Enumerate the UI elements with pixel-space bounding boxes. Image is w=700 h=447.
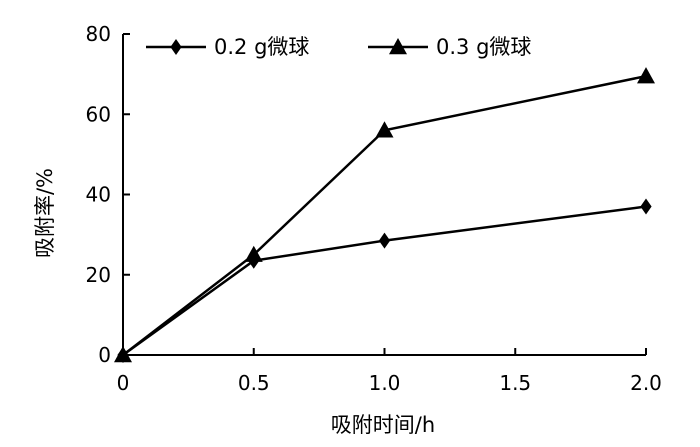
- series-line: [122, 205, 647, 357]
- x-axis-title: 吸附时间/h: [331, 413, 435, 437]
- x-tick-label: 0: [117, 371, 130, 395]
- series-2: [114, 67, 655, 363]
- legend-item-1: 0.2 g微球: [146, 35, 309, 59]
- y-tick-label: 0: [98, 343, 111, 367]
- data-point: [114, 346, 132, 363]
- legend-marker: [170, 39, 182, 55]
- x-tick-label: 1.5: [499, 371, 531, 395]
- legend-item-2: 0.3 g微球: [368, 35, 531, 59]
- legend-label: 0.2 g微球: [214, 35, 309, 59]
- y-tick-label: 20: [86, 263, 111, 287]
- x-axis-ticks: 0 0.5 1.0 1.5 2.0: [117, 348, 662, 395]
- x-tick-label: 1.0: [369, 371, 401, 395]
- data-point: [378, 232, 391, 249]
- y-tick-label: 60: [86, 102, 111, 126]
- y-axis-ticks: 0 20 40 60 80: [86, 22, 130, 367]
- y-tick-label: 40: [86, 183, 111, 207]
- data-point: [637, 67, 655, 84]
- axes: [122, 34, 646, 356]
- data-point: [640, 198, 652, 215]
- x-tick-label: 0.5: [238, 371, 270, 395]
- y-axis-title: 吸附率/%: [33, 168, 57, 258]
- legend-marker: [389, 38, 407, 55]
- legend: 0.2 g微球 0.3 g微球: [146, 35, 531, 59]
- series-line: [122, 74, 647, 356]
- data-point: [375, 121, 394, 138]
- data-point: [244, 245, 263, 262]
- x-tick-label: 2.0: [630, 371, 662, 395]
- series-layer: [114, 67, 655, 363]
- series-1: [117, 198, 652, 363]
- y-tick-label: 80: [86, 22, 111, 46]
- legend-label: 0.3 g微球: [436, 35, 531, 59]
